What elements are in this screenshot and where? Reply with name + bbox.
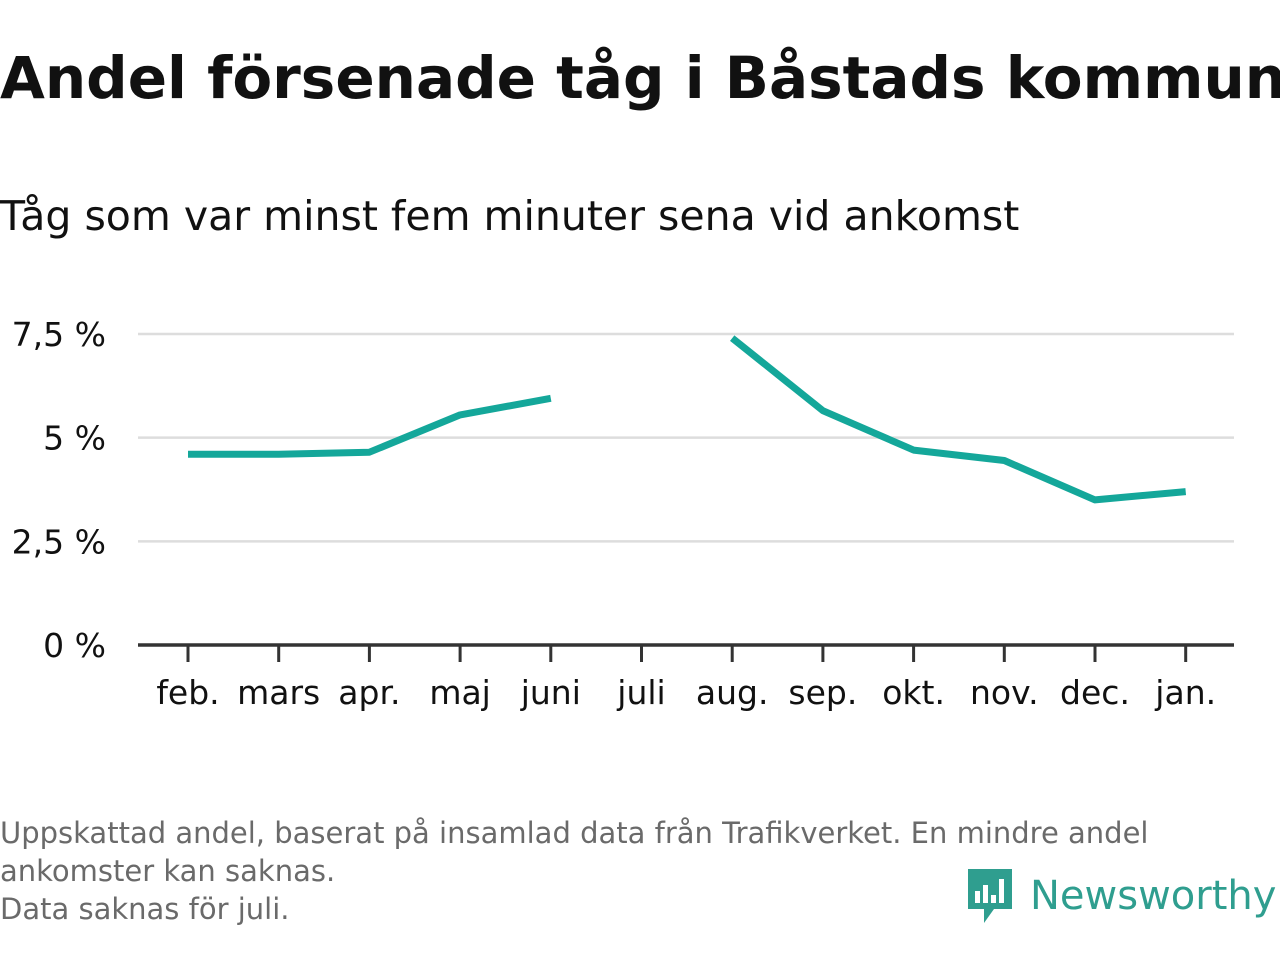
x-tick-label: aug. — [696, 673, 769, 712]
y-tick-label: 7,5 % — [12, 315, 106, 354]
footnote: Uppskattad andel, baserat på insamlad da… — [0, 814, 1270, 928]
brand-name: Newsworthy — [1030, 873, 1277, 919]
x-axis — [138, 643, 1234, 662]
chart-title: Andel försenade tåg i Båstads kommun — [0, 44, 1280, 112]
newsworthy-logo-icon — [968, 869, 1012, 923]
grid-lines — [138, 332, 1234, 543]
series-line-segment — [188, 394, 552, 458]
x-tick-label: maj — [429, 673, 491, 712]
x-tick-label: feb. — [156, 673, 219, 712]
x-tick-label: juli — [616, 673, 665, 712]
line-chart: 0 % 2,5 % 5 % 7,5 % feb. mars apr. maj juni juli… — [12, 315, 1234, 712]
y-tick-label: 5 % — [43, 419, 106, 458]
brand-logo: Newsworthy — [964, 864, 1276, 928]
x-tick-label: sep. — [788, 673, 857, 712]
x-tick-label: apr. — [338, 673, 400, 712]
y-tick-label: 2,5 % — [12, 522, 106, 561]
chart-subtitle: Tåg som var minst fem minuter sena vid a… — [0, 192, 1020, 240]
y-tick-label: 0 % — [43, 626, 106, 665]
y-axis-tick-labels: 0 % 2,5 % 5 % 7,5 % — [12, 315, 106, 665]
x-tick-label: okt. — [882, 673, 945, 712]
footnote-line: ankomster kan saknas. — [0, 854, 336, 888]
footnote-line: Data saknas för juli. — [0, 892, 290, 926]
x-tick-label: dec. — [1060, 673, 1130, 712]
x-tick-label: jan. — [1154, 673, 1216, 712]
series-line-segment — [730, 335, 1187, 504]
footnote-line: Uppskattad andel, baserat på insamlad da… — [0, 816, 1149, 850]
series-lines — [188, 335, 1187, 504]
x-axis-tick-labels: feb. mars apr. maj juni juli aug. sep. okt. nov. d… — [156, 673, 1216, 712]
x-tick-label: mars — [237, 673, 320, 712]
x-tick-label: nov. — [970, 673, 1039, 712]
x-tick-label: juni — [520, 673, 581, 712]
